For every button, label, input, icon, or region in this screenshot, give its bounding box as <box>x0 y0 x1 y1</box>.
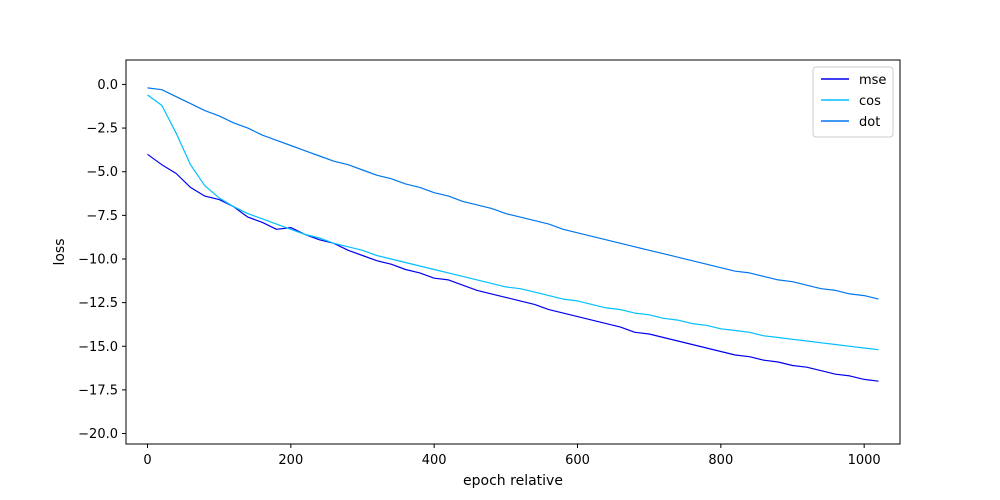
x-tick-label: 600 <box>565 453 590 468</box>
legend-box <box>812 66 894 138</box>
legend-label-cos: cos <box>859 94 881 109</box>
y-tick-label: 0.0 <box>97 78 118 93</box>
y-tick-label: −10.0 <box>78 252 118 267</box>
y-tick-label: −20.0 <box>78 427 118 442</box>
x-axis-label: epoch relative <box>463 473 563 489</box>
x-tick-label: 400 <box>422 453 447 468</box>
y-tick-label: −17.5 <box>78 383 118 398</box>
y-tick-label: −5.0 <box>86 165 118 180</box>
x-axis: 0 200 400 600 800 1000 <box>143 444 881 468</box>
x-tick-label: 1000 <box>848 453 881 468</box>
y-tick-label: −2.5 <box>86 122 118 137</box>
plot-frame <box>125 59 901 445</box>
legend-label-dot: dot <box>859 115 880 130</box>
series-line-cos <box>147 94 879 351</box>
series-layer <box>147 87 879 382</box>
x-tick-label: 200 <box>278 453 303 468</box>
y-tick-label: −7.5 <box>86 209 118 224</box>
y-axis-label: loss <box>52 238 68 265</box>
x-tick-label: 800 <box>708 453 733 468</box>
y-tick-label: −15.0 <box>78 340 118 355</box>
series-line-dot <box>147 87 879 300</box>
legend: mse cos dot <box>812 66 894 138</box>
legend-label-mse: mse <box>859 73 886 88</box>
x-tick-label: 0 <box>143 453 151 468</box>
y-axis: 0.0 −2.5 −5.0 −7.5 −10.0 −12.5 −15.0 −17.5 −20.0 <box>78 78 126 442</box>
y-tick-label: −12.5 <box>78 296 118 311</box>
series-line-mse <box>147 153 879 382</box>
plot-area <box>147 87 879 382</box>
